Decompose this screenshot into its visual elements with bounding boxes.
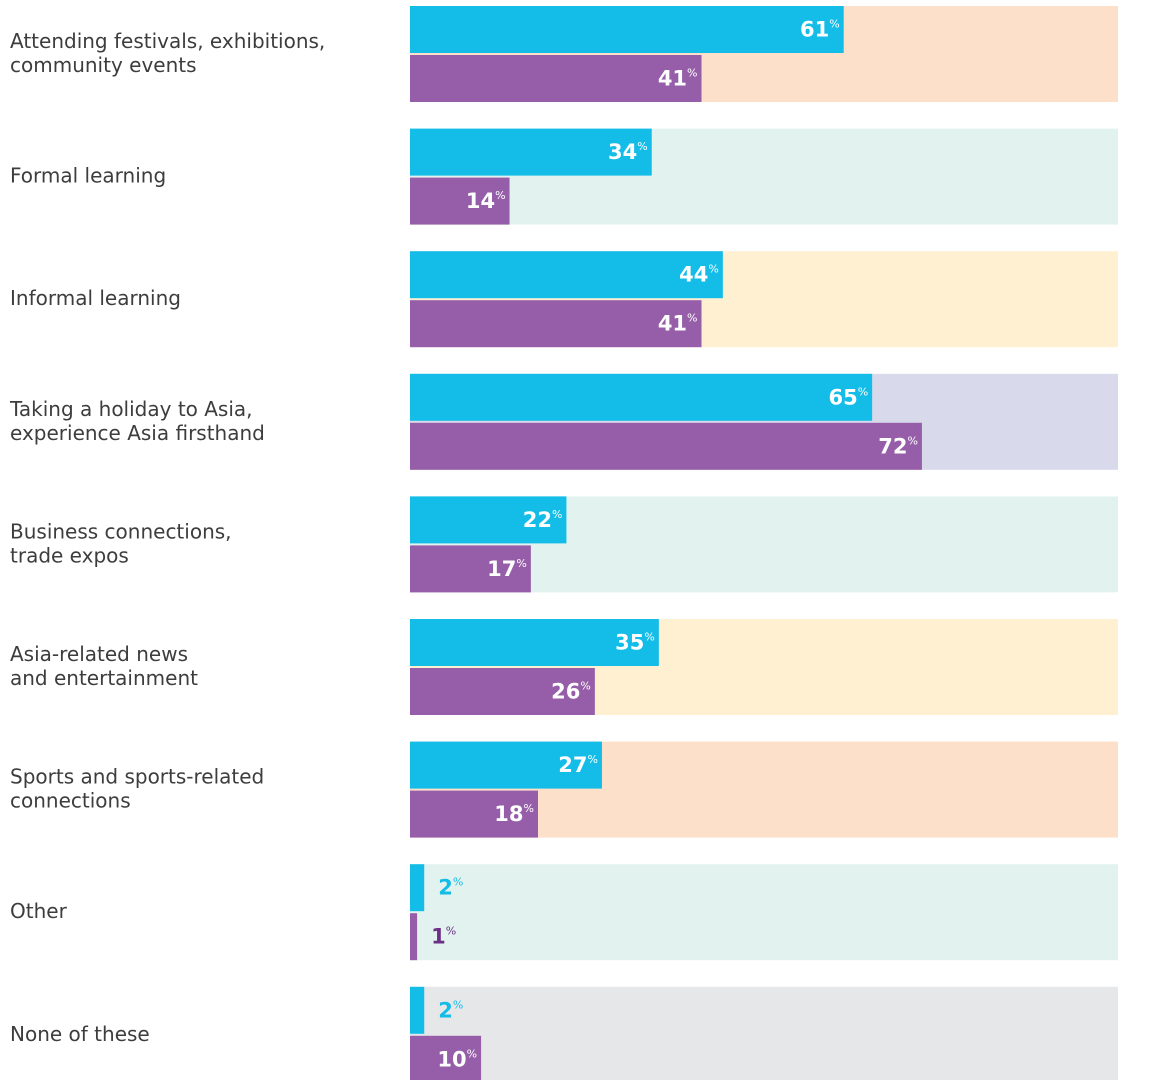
value-unit: % — [637, 140, 647, 153]
category-line: Attending festivals, exhibitions, — [10, 29, 325, 53]
value-unit: % — [708, 263, 718, 276]
bar — [410, 423, 922, 470]
category-line: Other — [10, 899, 68, 923]
chart: Attending festivals, exhibitions,communi… — [0, 0, 1172, 1080]
value-unit: % — [829, 18, 839, 31]
bar — [410, 987, 424, 1034]
value-unit: % — [858, 385, 868, 398]
bar — [410, 913, 417, 960]
value-unit: % — [516, 557, 526, 570]
category-label: Formal learning — [10, 163, 166, 187]
bar — [410, 6, 844, 53]
value-unit: % — [524, 802, 534, 815]
value-unit: % — [687, 312, 697, 325]
value-number: 2 — [438, 876, 453, 900]
value-unit: % — [467, 1047, 477, 1060]
category-line: connections — [10, 788, 131, 812]
value-number: 26 — [551, 680, 580, 704]
bar — [410, 864, 424, 911]
value-unit: % — [453, 876, 463, 889]
category-line: community events — [10, 53, 197, 77]
value-number: 34 — [608, 140, 637, 164]
category-band — [410, 987, 1118, 1080]
value-number: 1 — [431, 925, 446, 949]
value-number: 65 — [828, 385, 857, 409]
value-number: 44 — [679, 263, 708, 287]
category-label: Other — [10, 899, 68, 923]
value-number: 18 — [494, 802, 523, 826]
value-number: 35 — [615, 631, 644, 655]
value-number: 14 — [466, 189, 495, 213]
value-number: 41 — [658, 312, 687, 336]
category-line: Business connections, — [10, 519, 232, 543]
category-label: None of these — [10, 1021, 150, 1045]
category-line: Sports and sports-related — [10, 764, 264, 788]
value-number: 41 — [658, 67, 687, 91]
value-number: 2 — [438, 998, 453, 1022]
value-unit: % — [588, 753, 598, 766]
category-line: Asia-related news — [10, 642, 188, 666]
value-number: 10 — [437, 1047, 466, 1071]
category-line: Informal learning — [10, 286, 181, 310]
value-unit: % — [580, 680, 590, 693]
category-line: experience Asia firsthand — [10, 420, 265, 444]
value-unit: % — [453, 998, 463, 1011]
category-line: None of these — [10, 1021, 150, 1045]
value-number: 27 — [558, 753, 587, 777]
category-line: Taking a holiday to Asia, — [9, 396, 253, 420]
value-unit: % — [446, 925, 456, 938]
bar — [410, 251, 723, 298]
bar — [410, 374, 872, 421]
value-unit: % — [495, 189, 505, 202]
category-label: Business connections,trade expos — [10, 519, 232, 567]
category-band — [410, 864, 1118, 960]
value-unit: % — [644, 631, 654, 644]
category-line: Formal learning — [10, 163, 166, 187]
value-unit: % — [687, 67, 697, 80]
category-label: Taking a holiday to Asia,experience Asia… — [9, 396, 265, 444]
value-number: 22 — [523, 508, 552, 532]
category-line: and entertainment — [10, 666, 198, 690]
value-number: 61 — [800, 18, 829, 42]
value-unit: % — [552, 508, 562, 521]
category-line: trade expos — [10, 543, 129, 567]
category-label: Informal learning — [10, 286, 181, 310]
category-label: Attending festivals, exhibitions,communi… — [10, 29, 325, 77]
value-unit: % — [907, 434, 917, 447]
value-number: 17 — [487, 557, 516, 581]
value-number: 72 — [878, 434, 907, 458]
